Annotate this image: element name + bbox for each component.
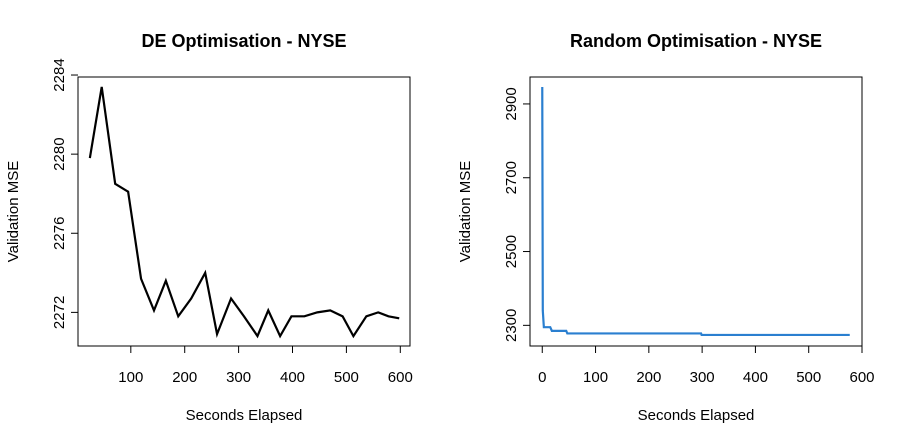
plot-box [77, 76, 411, 347]
x-tick-label: 500 [334, 369, 359, 386]
y-tick-label: 2276 [51, 217, 68, 250]
x-tick-label: 600 [388, 369, 413, 386]
y-tick-label: 2280 [51, 137, 68, 170]
x-tick-label: 200 [172, 369, 197, 386]
y-axis-label: Validation MSE [457, 161, 474, 262]
x-tick-label: 300 [690, 369, 715, 386]
x-tick-label: 300 [226, 369, 251, 386]
x-tick-label: 400 [280, 369, 305, 386]
x-tick-label: 200 [636, 369, 661, 386]
x-axis-label: Seconds Elapsed [638, 407, 755, 424]
y-tick-label: 2300 [503, 309, 520, 342]
x-tick-label: 0 [538, 369, 546, 386]
x-tick-label: 100 [118, 369, 143, 386]
y-tick-label: 2284 [51, 58, 68, 91]
data-line [541, 86, 850, 337]
y-axis-label: Validation MSE [5, 161, 22, 262]
plot-box [529, 76, 863, 347]
x-tick-label: 100 [583, 369, 608, 386]
chart-title: DE Optimisation - NYSE [141, 31, 346, 51]
y-tick-label: 2272 [51, 296, 68, 329]
chart-title: Random Optimisation - NYSE [570, 31, 822, 51]
x-tick-label: 400 [743, 369, 768, 386]
x-tick-label: 500 [796, 369, 821, 386]
y-tick-label: 2500 [503, 235, 520, 268]
x-tick-label: 600 [849, 369, 874, 386]
x-axis-label: Seconds Elapsed [186, 407, 303, 424]
y-tick-label: 2700 [503, 161, 520, 194]
data-line [88, 86, 400, 339]
y-tick-label: 2900 [503, 87, 520, 120]
